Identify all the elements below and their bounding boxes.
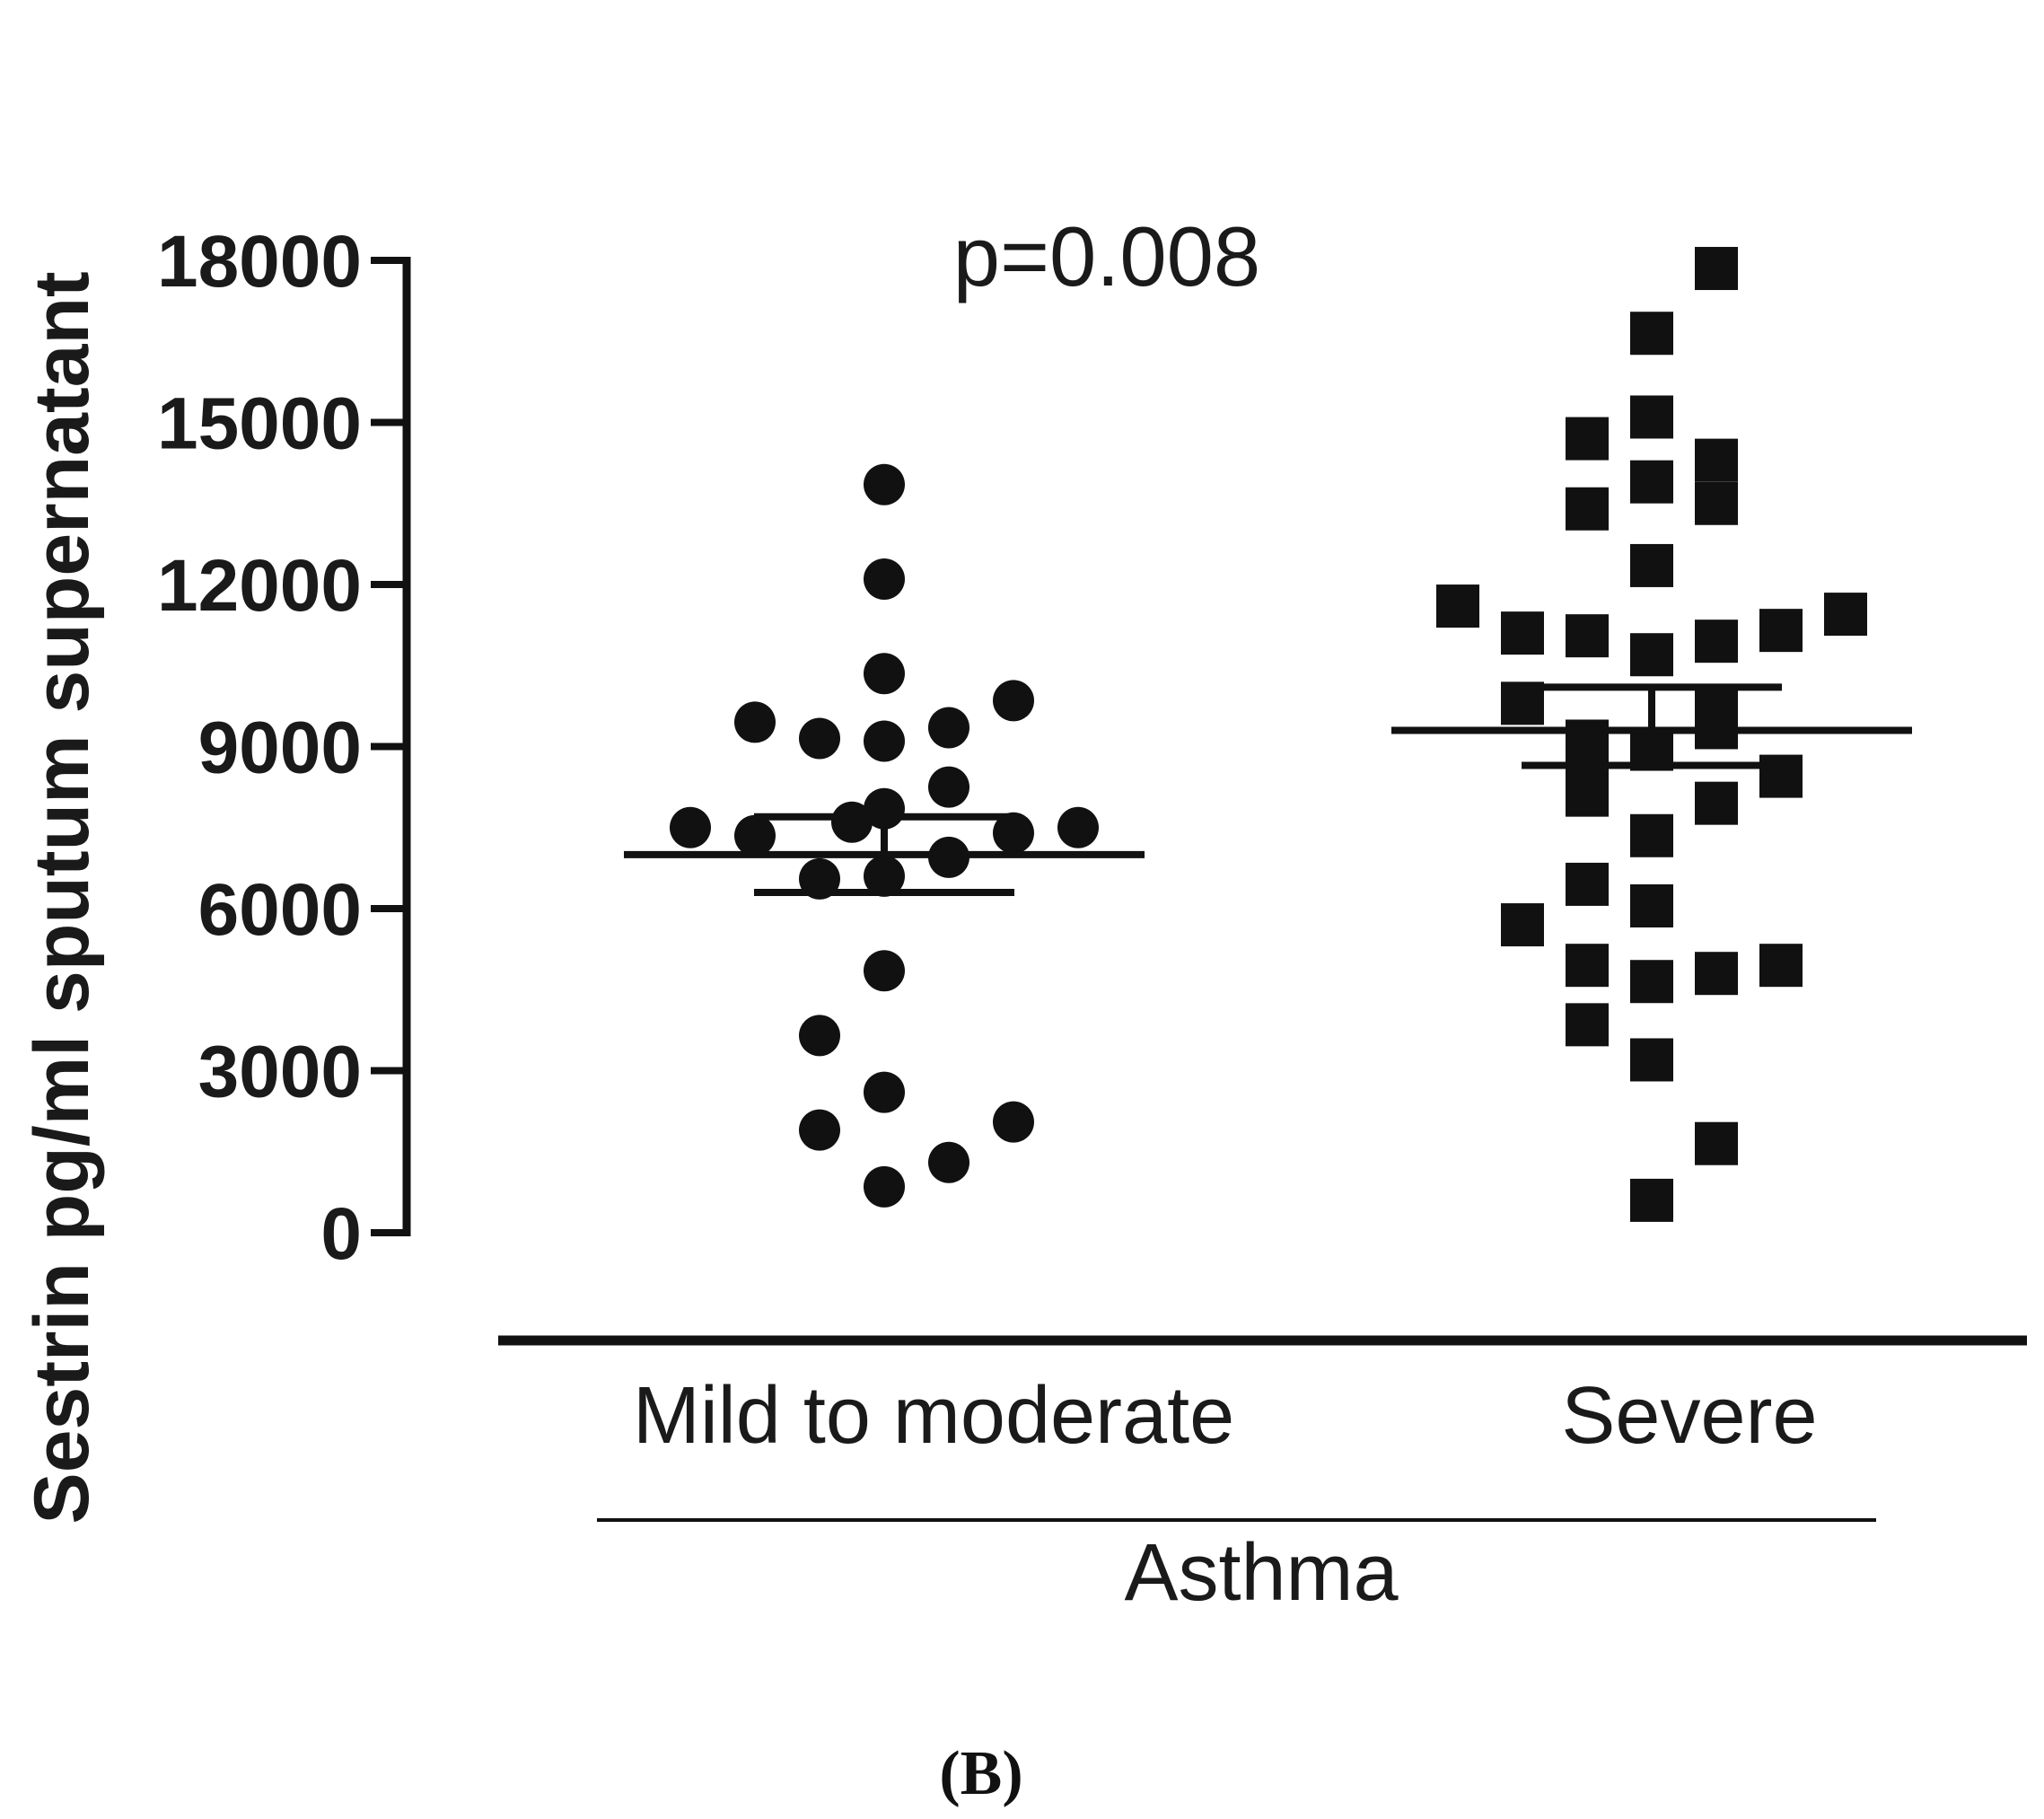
data-point-circle (864, 1071, 905, 1113)
data-point-square (1695, 620, 1738, 663)
data-point-square (1824, 593, 1867, 637)
data-point-square (1630, 1178, 1673, 1222)
data-point-circle (864, 720, 905, 762)
mean-sem-bars (624, 683, 1912, 896)
category-label: Severe (1561, 1371, 1817, 1461)
data-point-square (1695, 781, 1738, 825)
data-point-circle (799, 1109, 840, 1151)
p-value-annotation: p=0.008 (953, 209, 1260, 303)
data-point-square (1630, 813, 1673, 857)
category-label: Mild to moderate (633, 1371, 1234, 1461)
data-point-square (1630, 460, 1673, 504)
y-axis-title: Sestrin pg/ml sputum supernatant (19, 271, 105, 1524)
data-point-square (1501, 903, 1544, 947)
x-axis-group-label: Asthma (1124, 1528, 1399, 1618)
data-point-square (1566, 614, 1609, 658)
data-point-square (1436, 584, 1479, 628)
data-point-circle (864, 558, 905, 600)
data-point-circle (864, 950, 905, 992)
data-point-circle (734, 814, 776, 857)
data-point-square (1630, 960, 1673, 1004)
data-point-circle (993, 680, 1034, 722)
data-point-circle (864, 1165, 905, 1208)
data-point-circle (993, 1101, 1034, 1143)
data-point-square (1630, 633, 1673, 677)
y-axis-ticks: 0 3000 6000 9000 12000 15000 18000 (157, 221, 407, 1275)
y-tick-label: 9000 (198, 707, 362, 789)
data-point-square (1630, 1038, 1673, 1082)
data-point-square (1695, 481, 1738, 525)
category-labels: Mild to moderate Severe (633, 1371, 1818, 1461)
data-point-square (1695, 438, 1738, 482)
data-point-circle (1057, 806, 1099, 848)
data-point-square (1630, 312, 1673, 356)
y-tick-label: 12000 (157, 545, 362, 627)
data-point-circle (734, 701, 776, 743)
data-point-circle (864, 653, 905, 695)
data-point-square (1759, 944, 1803, 988)
data-point-square (1630, 543, 1673, 587)
data-point-circle (670, 806, 711, 848)
data-point-circle (928, 707, 969, 749)
data-point-square (1566, 417, 1609, 461)
data-point-square (1630, 395, 1673, 439)
data-point-circle (928, 1141, 969, 1183)
data-point-square (1566, 944, 1609, 988)
data-point-square (1695, 1121, 1738, 1165)
data-point-square (1501, 611, 1544, 655)
y-tick-label: 15000 (157, 383, 362, 465)
data-point-circle (799, 1015, 840, 1057)
data-point-square (1566, 1003, 1609, 1047)
data-point-circle (864, 463, 905, 505)
data-point-circle (831, 801, 873, 843)
y-tick-label: 0 (320, 1193, 362, 1275)
y-tick-label: 6000 (198, 869, 362, 951)
data-points (670, 247, 1867, 1222)
data-point-square (1759, 754, 1803, 798)
data-point-square (1695, 247, 1738, 291)
data-point-square (1566, 773, 1609, 817)
data-point-square (1759, 609, 1803, 653)
y-tick-label: 18000 (157, 221, 362, 303)
data-point-square (1566, 487, 1609, 531)
data-point-square (1566, 862, 1609, 906)
data-point-circle (928, 766, 969, 808)
y-tick-label: 3000 (198, 1032, 362, 1113)
data-point-circle (993, 812, 1034, 854)
panel-label: (B) (939, 1739, 1022, 1808)
data-point-square (1695, 952, 1738, 996)
data-point-square (1630, 883, 1673, 927)
data-point-circle (799, 717, 840, 760)
